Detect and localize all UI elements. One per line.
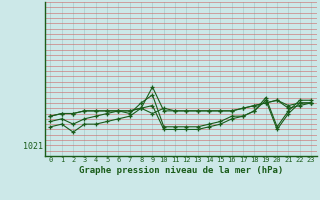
X-axis label: Graphe pression niveau de la mer (hPa): Graphe pression niveau de la mer (hPa) <box>79 166 283 175</box>
